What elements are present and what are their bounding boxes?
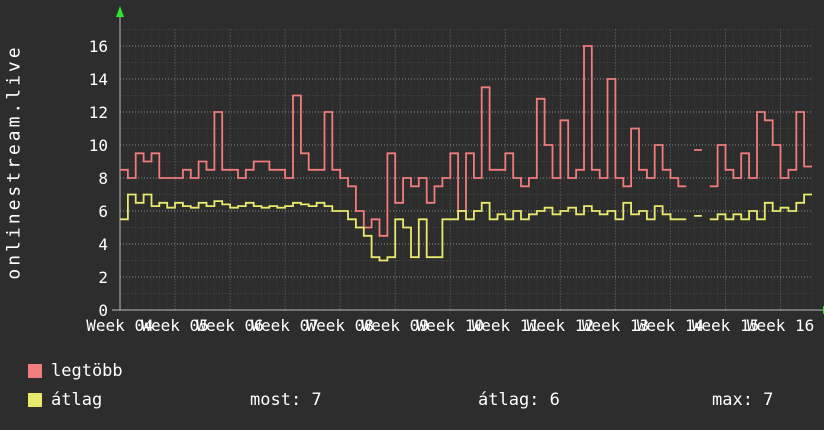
legend-label-atlag: átlag — [51, 390, 103, 410]
series-line-legtobb — [120, 45, 812, 237]
legend-item-legtobb: legtöbb — [28, 362, 123, 380]
x-tick-label: Week 06 — [196, 316, 263, 335]
legend-swatch-atlag — [28, 393, 42, 407]
x-tick-label: Week 12 — [527, 316, 594, 335]
y-tick-label: 12 — [89, 103, 108, 122]
x-tick-label: Week 07 — [251, 316, 318, 335]
series-line-atlag — [120, 193, 812, 262]
x-tick-label: Week 16 — [747, 316, 814, 335]
y-tick-label: 4 — [98, 235, 108, 254]
stat-atlag: átlag: 6 — [478, 390, 560, 410]
legend-label-legtobb: legtöbb — [51, 361, 123, 381]
x-tick-label: Week 13 — [582, 316, 649, 335]
x-tick-label: Week 10 — [417, 316, 484, 335]
y-tick-label: 14 — [89, 70, 108, 89]
x-tick-label: Week 04 — [86, 316, 153, 335]
x-tick-label: Week 14 — [637, 316, 704, 335]
stat-max: max: 7 — [712, 390, 774, 410]
x-tick-label: Week 11 — [472, 316, 539, 335]
y-tick-label: 2 — [98, 268, 108, 287]
x-tick-label: Week 08 — [306, 316, 373, 335]
y-tick-label: 6 — [98, 202, 108, 221]
y-tick-label: 0 — [98, 301, 108, 320]
legend-swatch-legtobb — [28, 364, 42, 378]
x-tick-label: Week 09 — [362, 316, 429, 335]
x-tick-label: Week 05 — [141, 316, 208, 335]
y-tick-label: 16 — [89, 37, 108, 56]
stat-most: most: 7 — [250, 390, 322, 410]
legend-item-atlag: átlag — [28, 391, 102, 409]
y-tick-label: 10 — [89, 136, 108, 155]
chart-axes — [112, 6, 824, 314]
y-axis-arrow-icon — [116, 6, 124, 17]
y-axis-labels: 0 2 4 6 8 10 12 14 16 — [89, 37, 108, 320]
x-tick-label: Week 15 — [692, 316, 759, 335]
y-tick-label: 8 — [98, 169, 108, 188]
